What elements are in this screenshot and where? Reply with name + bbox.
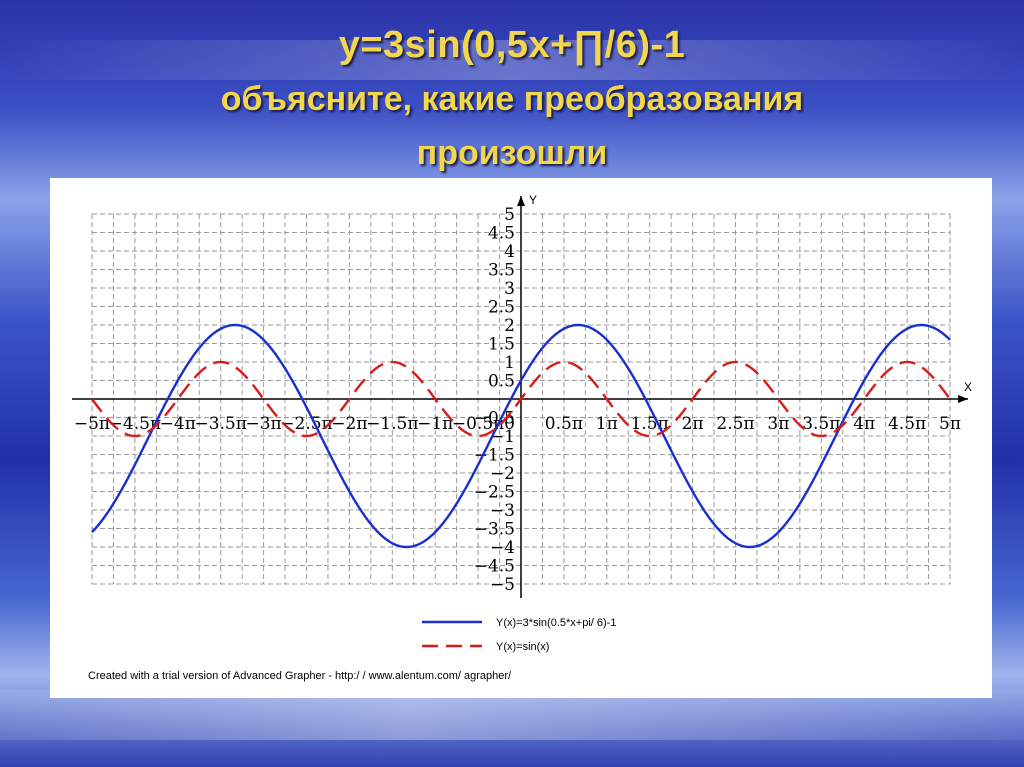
x-tick-label: 5π bbox=[939, 414, 961, 434]
y-tick-label: 1.5 bbox=[488, 335, 515, 355]
y-tick-label: 2.5 bbox=[488, 298, 515, 318]
x-tick-label: −1π bbox=[417, 414, 453, 434]
y-tick-label: 2 bbox=[504, 316, 515, 336]
y-tick-label: 3.5 bbox=[488, 261, 515, 281]
x-tick-label: 0.5π bbox=[545, 414, 583, 434]
x-tick-label: −3π bbox=[245, 414, 281, 434]
x-tick-label: −5π bbox=[74, 414, 110, 434]
x-tick-label: −4.5π bbox=[109, 414, 161, 434]
y-tick-label-zero: 0 bbox=[504, 414, 515, 434]
y-tick-label: −3 bbox=[490, 501, 515, 521]
y-tick-label: 4.5 bbox=[488, 224, 515, 244]
slide-title-formula: y=3sin(0,5x+∏/6)-1 bbox=[338, 24, 686, 66]
y-axis-label: Y bbox=[529, 193, 537, 207]
x-tick-label: −1.5π bbox=[366, 414, 418, 434]
x-axis-arrow bbox=[958, 395, 968, 403]
x-tick-label: 1π bbox=[596, 414, 618, 434]
chart-panel: X Y −5π −4.5π −4π −3.5π −3π −2.5π −2π −1.5π −1π −0.… bbox=[50, 178, 992, 698]
x-tick-label: −0.5π bbox=[452, 414, 504, 434]
y-tick-label: −2 bbox=[490, 464, 515, 484]
legend-label: Y(x)=3*sin(0.5*x+pi/ 6)-1 bbox=[496, 617, 616, 629]
slide-title-question-end: произошли bbox=[416, 134, 608, 172]
y-tick-label: 0.5 bbox=[488, 372, 515, 392]
series-line-red bbox=[91, 360, 951, 438]
x-tick-label: 3π bbox=[767, 414, 789, 434]
slide-title-question: объясните, какие преобразования bbox=[220, 80, 804, 118]
x-tick-label: 2π bbox=[682, 414, 704, 434]
y-tick-label: −1 bbox=[490, 427, 515, 447]
x-tick-label: 3.5π bbox=[802, 414, 840, 434]
y-axis-arrow bbox=[517, 196, 525, 206]
y-tick-label: 3 bbox=[504, 279, 515, 299]
x-tick-label: −3.5π bbox=[194, 414, 246, 434]
series-line-blue bbox=[91, 323, 951, 549]
x-tick-label: −4π bbox=[160, 414, 196, 434]
x-axis-label: X bbox=[964, 380, 972, 394]
function-graph: X Y −5π−4.5π−4π−3.5π−3π−2.5π−2π−1.5π−1π−0.… bbox=[72, 193, 972, 653]
x-tick-label: 2.5π bbox=[716, 414, 754, 434]
y-tick-label: −2.5 bbox=[474, 483, 515, 503]
x-tick-label: 4.5π bbox=[888, 414, 926, 434]
legend-label: Y(x)=sin(x) bbox=[496, 641, 549, 653]
y-tick-label: −5 bbox=[490, 575, 515, 595]
x-tick-label: 4π bbox=[853, 414, 875, 434]
y-tick-label: −3.5 bbox=[474, 520, 515, 540]
y-tick-label: −4.5 bbox=[474, 557, 515, 577]
y-tick-label: 5 bbox=[504, 205, 515, 225]
x-tick-label: −2π bbox=[331, 414, 367, 434]
y-tick-label: 4 bbox=[504, 242, 515, 262]
x-tick-label: −2.5π bbox=[280, 414, 332, 434]
credit-text: Created with a trial version of Advanced… bbox=[88, 670, 512, 682]
y-tick-label: 1 bbox=[504, 353, 515, 373]
y-tick-label: −4 bbox=[490, 538, 515, 558]
